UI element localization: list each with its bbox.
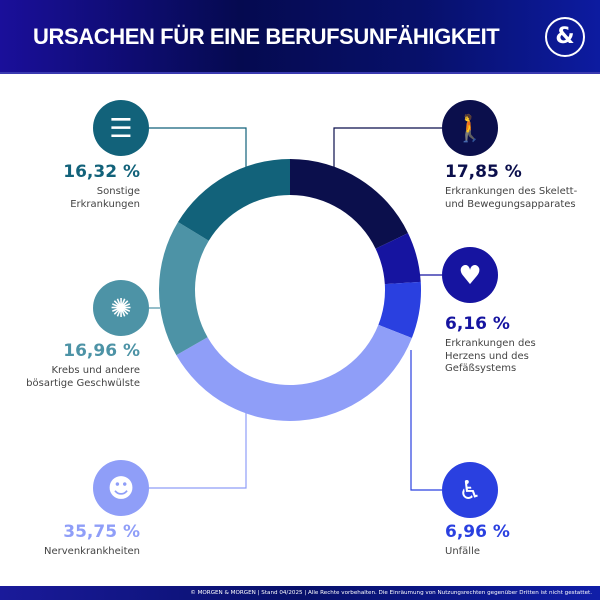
category-label: Erkrankungen des Skelett- xyxy=(445,186,578,197)
list-icon: ☰ xyxy=(93,100,149,156)
data-label-value: 35,75 % xyxy=(63,522,140,542)
connector-line xyxy=(333,127,442,170)
category-label: und Bewegungsapparates xyxy=(445,198,576,210)
donut-slice xyxy=(176,324,412,421)
data-label-value: 17,85 % xyxy=(445,162,522,182)
svg-text:♿: ♿ xyxy=(458,476,481,506)
svg-text:🚶: 🚶 xyxy=(454,113,486,144)
brand-logo: & xyxy=(545,17,585,57)
donut-slice xyxy=(159,222,209,356)
head-icon: ☻ xyxy=(93,460,149,516)
connector-line xyxy=(410,350,442,491)
category-label: Nervenkrankheiten xyxy=(44,546,140,557)
category-label: Sonstige xyxy=(96,186,140,197)
category-label: Gefäßsystems xyxy=(445,363,517,374)
svg-text:✺: ✺ xyxy=(110,294,132,324)
donut-slice xyxy=(375,233,421,285)
heart-pulse-icon: ♥ xyxy=(442,247,498,303)
data-label-value: 16,96 % xyxy=(63,341,140,361)
data-label-value: 6,16 % xyxy=(445,314,510,334)
wheelchair-icon: ♿ xyxy=(442,462,498,518)
walking-person-icon: 🚶 xyxy=(442,100,498,156)
donut-slice xyxy=(378,281,421,338)
svg-text:♥: ♥ xyxy=(458,261,481,291)
header-banner: URSACHEN FÜR EINE BERUFSUNFÄHIGKEIT & xyxy=(0,0,600,74)
svg-text:☻: ☻ xyxy=(107,474,134,504)
category-label: Krebs und andere xyxy=(51,365,140,376)
category-label: Herzens und des xyxy=(445,350,529,362)
brain-icon: ✺ xyxy=(93,280,149,336)
data-label-value: 16,32 % xyxy=(63,162,140,182)
svg-text:☰: ☰ xyxy=(109,114,132,144)
connector-line xyxy=(149,410,247,489)
category-label: Unfälle xyxy=(445,546,481,557)
footer-copyright: © MORGEN & MORGEN | Stand 04/2025 | Alle… xyxy=(0,586,600,600)
page-title: URSACHEN FÜR EINE BERUFSUNFÄHIGKEIT xyxy=(33,24,500,49)
donut-slice xyxy=(178,159,290,241)
donut-slice xyxy=(290,159,409,249)
category-label: Erkrankungen des xyxy=(445,338,536,349)
category-label: Erkrankungen xyxy=(70,198,140,210)
data-label-value: 6,96 % xyxy=(445,522,510,542)
category-label: bösartige Geschwülste xyxy=(26,377,140,389)
